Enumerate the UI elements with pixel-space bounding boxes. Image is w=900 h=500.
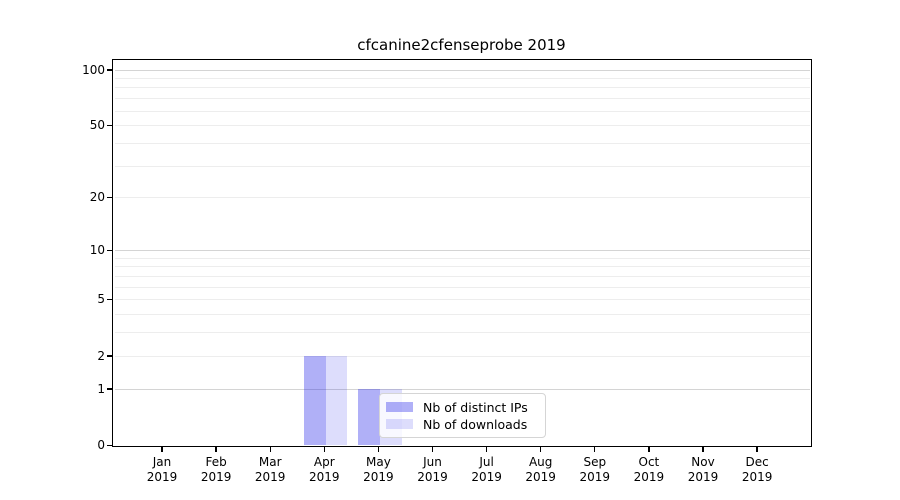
legend-entry-distinct-ips: Nb of distinct IPs (386, 399, 538, 416)
x-tick-year: 2019 (417, 470, 448, 484)
bar-nb-of-downloads-apr (325, 356, 348, 446)
x-tick-month: Aug (528, 454, 553, 469)
x-tick-month: Apr (313, 454, 335, 469)
x-tick-label: Aug 2019 (511, 455, 571, 486)
x-tick-label: Feb 2019 (186, 455, 246, 486)
plot-area (112, 59, 812, 447)
y-tick-label: 10 (89, 242, 105, 257)
x-tick-month: Nov (691, 454, 715, 469)
x-tick-label: Sep 2019 (565, 455, 625, 486)
x-tick-year: 2019 (633, 470, 665, 484)
x-tick-year: 2019 (146, 470, 178, 484)
gridline-minor (114, 165, 810, 167)
x-tick-year: 2019 (363, 470, 394, 484)
gridline-minor (114, 197, 810, 199)
y-tick (106, 355, 113, 357)
x-tick-month: Feb (205, 454, 227, 469)
x-tick-label: Jun 2019 (403, 455, 463, 486)
y-tick-label: 5 (97, 292, 105, 307)
legend-label-downloads: Nb of downloads (423, 416, 528, 432)
gridline-minor (114, 286, 810, 288)
gridline-major (114, 249, 810, 251)
legend-entry-downloads: Nb of downloads (386, 416, 538, 433)
x-tick (431, 446, 434, 452)
chart-title: cfcanine2cfenseprobe 2019 (357, 36, 566, 54)
gridline-minor (114, 125, 810, 127)
x-tick-year: 2019 (741, 470, 773, 484)
x-tick-label: Apr 2019 (294, 455, 354, 486)
y-tick (106, 249, 113, 252)
x-tick-month: Oct (638, 454, 660, 469)
x-tick-year: 2019 (254, 470, 286, 484)
y-tick (106, 299, 113, 301)
x-tick (269, 446, 271, 452)
y-tick-label: 100 (82, 62, 105, 77)
x-tick-month: Sep (583, 454, 607, 469)
gridline-minor (114, 266, 810, 268)
y-tick-label: 2 (97, 348, 105, 363)
gridline-minor (114, 355, 810, 357)
x-tick (485, 446, 488, 452)
gridline-minor (114, 87, 810, 89)
gridline-minor (114, 314, 810, 316)
y-tick-label: 0 (97, 438, 105, 452)
x-tick (756, 446, 758, 452)
bar-nb-of-distinct-ips-may (358, 389, 380, 446)
y-tick-label: 20 (89, 190, 105, 205)
x-tick-label: Oct 2019 (619, 455, 679, 486)
x-tick-month: Jul (479, 454, 494, 469)
x-tick-label: Mar 2019 (240, 455, 300, 486)
x-tick-year: 2019 (309, 470, 340, 484)
x-tick-year: 2019 (687, 470, 719, 484)
y-tick (106, 69, 113, 71)
gridline-minor (114, 275, 810, 277)
gridline-minor (114, 77, 810, 79)
legend-swatch-downloads (386, 419, 413, 429)
x-tick (648, 446, 650, 452)
x-tick-year: 2019 (200, 470, 232, 484)
x-tick (377, 446, 380, 452)
x-tick-label: Nov 2019 (673, 455, 733, 486)
x-tick (540, 446, 542, 452)
bar-nb-of-distinct-ips-apr (304, 356, 326, 446)
x-tick-label: Dec 2019 (727, 455, 787, 486)
x-tick (215, 446, 217, 452)
gridline-minor (114, 332, 810, 334)
x-tick-month: Jan (152, 454, 172, 469)
x-tick-year: 2019 (579, 470, 611, 484)
x-tick-year: 2019 (471, 470, 502, 484)
x-tick (161, 446, 163, 452)
gridline-minor (114, 98, 810, 100)
x-tick (594, 446, 596, 452)
x-tick-month: May (365, 454, 391, 469)
x-tick-label: Jul 2019 (457, 455, 517, 486)
x-tick (702, 446, 704, 452)
x-tick (323, 446, 325, 452)
x-tick-month: Jun (423, 454, 442, 469)
y-tick-label: 1 (97, 381, 105, 396)
gridline-minor (114, 110, 810, 112)
gridline-major (114, 69, 810, 71)
y-tick (106, 197, 113, 199)
legend-swatch-distinct-ips (386, 402, 413, 412)
x-tick-label: Jan 2019 (132, 455, 192, 486)
gridline-minor (114, 142, 810, 144)
y-tick (106, 388, 113, 390)
y-tick-label: 50 (89, 118, 105, 133)
gridline-minor (114, 299, 810, 301)
x-tick-month: Dec (745, 454, 769, 469)
y-tick (106, 124, 113, 127)
gridline-minor (114, 257, 810, 259)
y-tick (106, 444, 113, 447)
legend: Nb of distinct IPs Nb of downloads (379, 392, 546, 438)
x-tick-year: 2019 (525, 470, 556, 484)
legend-label-distinct-ips: Nb of distinct IPs (423, 399, 528, 415)
x-tick-label: May 2019 (348, 455, 408, 486)
x-tick-month: Mar (258, 454, 282, 469)
gridline-major (114, 388, 810, 390)
